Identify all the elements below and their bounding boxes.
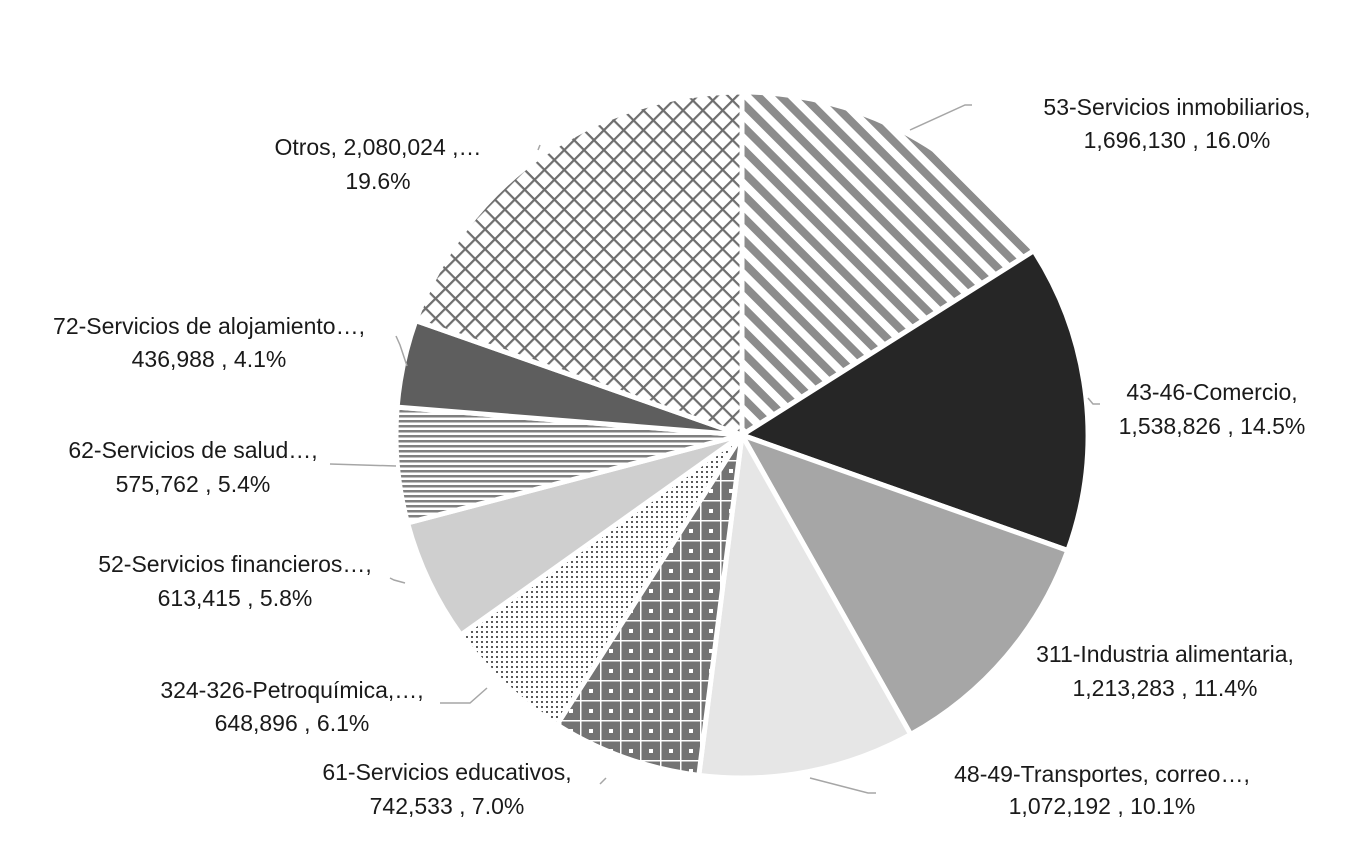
data-label-3: 311-Industria alimentaria, 1,213,283 , 11… — [1036, 641, 1294, 701]
data-label-value: 648,896 , 6.1% — [215, 710, 370, 736]
data-label-value: 1,538,826 , 14.5% — [1119, 413, 1306, 439]
data-label-category: Otros, 2,080,024 ,… — [274, 134, 481, 160]
data-label-category: 52-Servicios financieros…, — [98, 551, 372, 577]
pie-slice-10 — [413, 89, 745, 438]
data-label-category: 48-49-Transportes, correo…, — [954, 761, 1250, 787]
data-label-1: 53-Servicios inmobiliarios, 1,696,130 , 1… — [1043, 94, 1310, 153]
data-label-category: 324-326-Petroquímica,…, — [160, 677, 423, 703]
data-label-value: 613,415 , 5.8% — [158, 585, 313, 611]
leader-line-5 — [599, 777, 607, 785]
data-label-9: 72-Servicios de alojamiento…, 436,988 , 4… — [53, 313, 365, 372]
data-label-value: 575,762 , 5.4% — [116, 471, 271, 497]
pie-slice-5 — [554, 432, 745, 778]
leader-line-9 — [395, 335, 408, 367]
data-label-category: 62-Servicios de salud…, — [68, 437, 317, 463]
leader-line-7 — [389, 577, 406, 584]
data-label-4: 48-49-Transportes, correo…, 1,072,192 , 1… — [954, 761, 1250, 819]
data-label-7: 52-Servicios financieros…, 613,415 , 5.8% — [98, 551, 372, 611]
leader-line-2 — [1087, 397, 1100, 405]
data-label-value: 1,072,192 , 10.1% — [1009, 793, 1196, 819]
data-label-category: 311-Industria alimentaria, — [1036, 641, 1294, 667]
leader-line-4 — [809, 777, 876, 794]
data-label-category: 61-Servicios educativos, — [322, 759, 571, 785]
leader-line-8 — [329, 463, 397, 467]
pie-slice-4 — [696, 432, 914, 781]
data-label-5: 61-Servicios educativos, 742,533 , 7.0% — [322, 759, 571, 819]
leader-line-1 — [909, 104, 972, 131]
data-label-8: 62-Servicios de salud…, 575,762 , 5.4% — [68, 437, 317, 497]
slices-layer — [393, 89, 1091, 781]
leader-lines-layer — [329, 104, 1100, 794]
pie-slice-6 — [458, 432, 745, 728]
data-label-2: 43-46-Comercio, 1,538,826 , 14.5% — [1119, 379, 1306, 439]
leader-line-10 — [537, 144, 541, 151]
leader-line-6 — [440, 687, 488, 704]
pie-slice-1 — [739, 89, 1037, 438]
data-label-6: 324-326-Petroquímica,…, 648,896 , 6.1% — [160, 677, 423, 736]
data-label-value: 436,988 , 4.1% — [132, 346, 287, 372]
pie-slice-2 — [739, 248, 1091, 554]
data-label-value: 1,696,130 , 16.0% — [1084, 127, 1271, 153]
data-label-value: 19.6% — [345, 168, 410, 194]
data-label-10: Otros, 2,080,024 ,… 19.6% — [274, 134, 481, 194]
pie-slice-3 — [739, 432, 1071, 737]
data-label-category: 72-Servicios de alojamiento…, — [53, 313, 365, 339]
data-label-value: 742,533 , 7.0% — [370, 793, 525, 819]
data-label-category: 53-Servicios inmobiliarios, — [1043, 94, 1310, 120]
data-label-category: 43-46-Comercio, — [1126, 379, 1297, 405]
data-labels-layer: 53-Servicios inmobiliarios, 1,696,130 , 1… — [53, 94, 1311, 819]
data-label-value: 1,213,283 , 11.4% — [1073, 675, 1258, 701]
